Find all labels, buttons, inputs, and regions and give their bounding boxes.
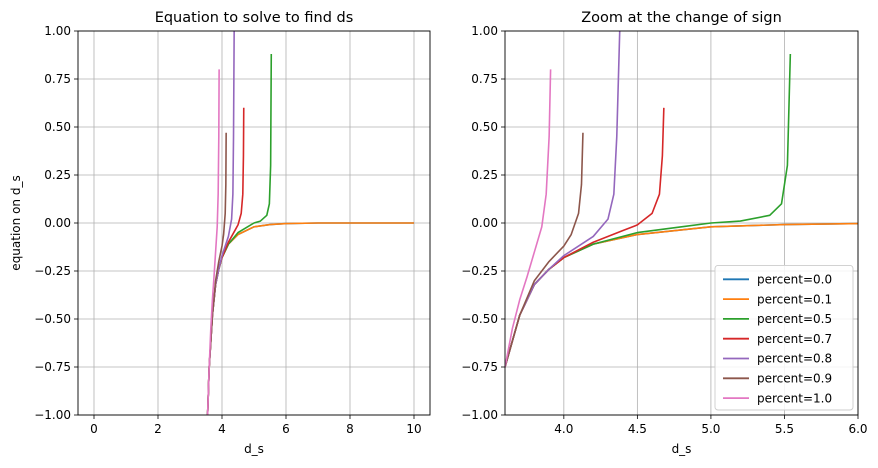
x-tick-label: 10: [406, 422, 421, 436]
series-line-percent-0-7: [505, 107, 665, 368]
y-tick-label: 0.50: [471, 120, 498, 134]
y-tick-label: 1.00: [44, 24, 71, 38]
series-group: [505, 31, 858, 368]
y-tick-label: 0.75: [44, 72, 71, 86]
legend-label: percent=0.7: [757, 332, 832, 346]
y-tick-label: 0.00: [471, 216, 498, 230]
y-tick-label: −0.25: [34, 264, 71, 278]
x-axis-label: d_s: [672, 442, 692, 456]
series-line-percent-0-8: [505, 31, 621, 368]
y-tick-label: 0.00: [44, 216, 71, 230]
x-tick-label: 6: [282, 422, 290, 436]
series-line-percent-0-9: [505, 132, 584, 368]
y-tick-label: −0.75: [34, 360, 71, 374]
y-axis-label: equation on d_s: [9, 175, 23, 270]
y-tick-label: 0.25: [44, 168, 71, 182]
chart-title: Equation to solve to find ds: [155, 10, 354, 26]
y-tick-label: −1.00: [34, 408, 71, 422]
x-tick-label: 6.0: [848, 422, 867, 436]
y-tick-label: −0.75: [461, 360, 498, 374]
x-tick-label: 8: [346, 422, 354, 436]
legend-label: percent=1.0: [757, 391, 832, 405]
x-tick-label: 5.0: [701, 422, 720, 436]
right-chart: 4.0 4.5 5.0 5.5 6.0 −1.00 −0.75 −0.50 −0.25 0.00 0…: [461, 10, 867, 456]
y-tick-label: 0.75: [471, 72, 498, 86]
y-tick-label: −0.25: [461, 264, 498, 278]
series-line-percent-1-0: [505, 69, 552, 368]
chart-title: Zoom at the change of sign: [581, 10, 782, 26]
y-tick-label: −1.00: [461, 408, 498, 422]
legend: percent=0.0 percent=0.1 percent=0.5 percent…: [714, 264, 854, 411]
series-group: [206, 31, 414, 415]
legend-label: percent=0.9: [757, 372, 832, 386]
y-tick-label: −0.50: [34, 312, 71, 326]
x-tick-label: 4.0: [554, 422, 573, 436]
legend-box: [714, 264, 854, 411]
x-axis-label: d_s: [244, 442, 264, 456]
series-line-percent-1-0: [206, 69, 220, 415]
legend-label: percent=0.1: [757, 292, 832, 306]
y-tick-label: 1.00: [471, 24, 498, 38]
legend-label: percent=0.0: [757, 273, 832, 287]
x-tick-label: 4: [218, 422, 226, 436]
y-tick-label: 0.25: [471, 168, 498, 182]
y-tick-label: −0.50: [461, 312, 498, 326]
legend-label: percent=0.5: [757, 312, 832, 326]
x-tick-label: 5.5: [775, 422, 794, 436]
x-tick-label: 0: [90, 422, 98, 436]
x-tick-label: 4.5: [628, 422, 647, 436]
y-tick-label: 0.50: [44, 120, 71, 134]
legend-label: percent=0.8: [757, 352, 832, 366]
x-tick-label: 2: [154, 422, 162, 436]
left-chart: 0 2 4 6 8 10 −1.00 −0.75 −0.50 −0.25 0.00 0.25 0.50 0…: [9, 10, 431, 456]
